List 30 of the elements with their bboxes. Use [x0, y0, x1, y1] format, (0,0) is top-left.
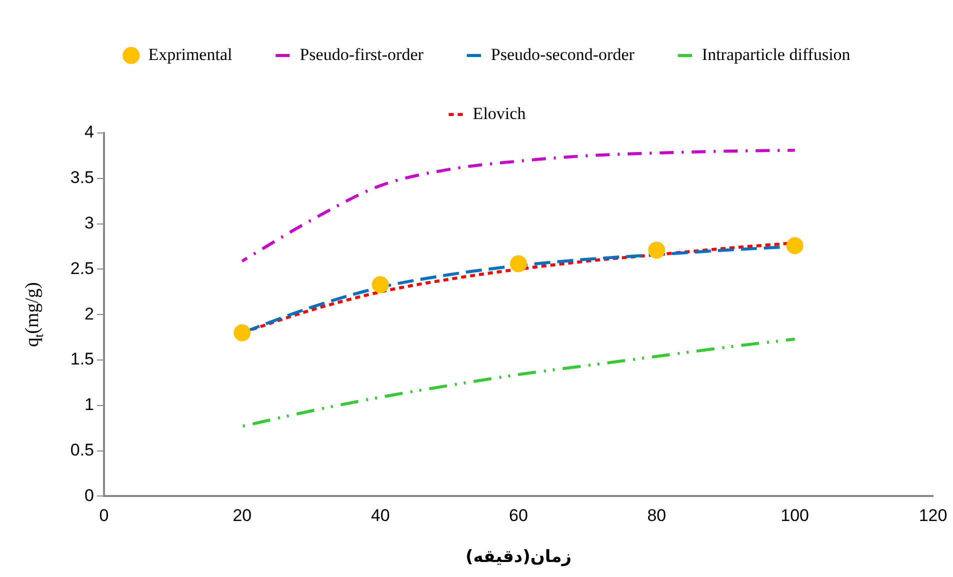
point	[648, 242, 666, 259]
x-tick-label: 20	[232, 506, 252, 526]
x-tick-label: 120	[918, 506, 948, 526]
y-tick-label: 2	[84, 304, 94, 324]
legend-label: Pseudo-first-order	[300, 44, 424, 64]
x-axis-title: زمان(دقیقه)	[465, 547, 572, 568]
y-tick-label: 0	[84, 486, 94, 505]
legend-label: Pseudo-second-order	[490, 44, 635, 64]
point	[234, 324, 251, 342]
y-tick-label: 2.5	[70, 258, 94, 278]
y-tick-label: 3.5	[70, 168, 94, 188]
legend-label: Exprimental	[148, 44, 232, 64]
x-tick-label: 60	[509, 506, 528, 526]
point	[510, 255, 527, 272]
line-series	[240, 148, 796, 263]
y-tick-label: 4	[84, 122, 94, 142]
y-tick-label: 1.5	[70, 350, 94, 369]
x-tick-label: 0	[99, 506, 109, 526]
point	[786, 237, 804, 254]
point	[372, 276, 389, 294]
y-tick-label: 1	[84, 395, 94, 414]
x-tick-label: 80	[647, 506, 666, 526]
y-axis-title: qt(mg/g)	[22, 282, 46, 348]
y-tick-label: 0.5	[70, 440, 94, 460]
legend-label: Intraparticle diffusion	[702, 44, 851, 64]
line-series	[240, 338, 796, 428]
x-tick-label: 100	[780, 506, 810, 526]
x-tick-label: 40	[370, 506, 390, 526]
legend-label: Elovich	[472, 104, 526, 123]
y-tick-label: 3	[84, 213, 94, 232]
